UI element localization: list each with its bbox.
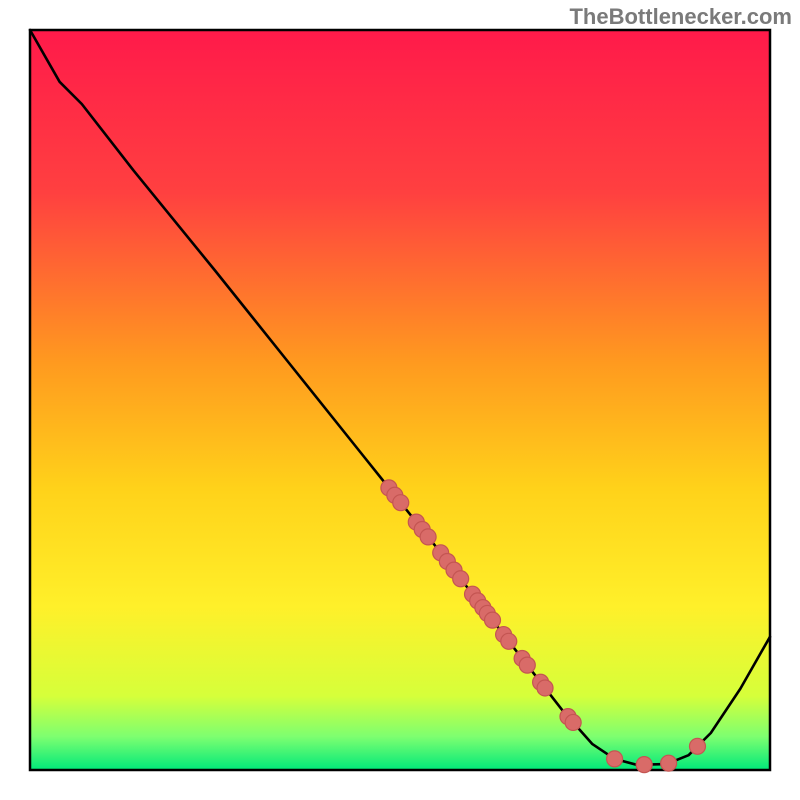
bottleneck-curve-chart bbox=[0, 0, 800, 800]
curve-marker bbox=[607, 751, 623, 767]
curve-marker bbox=[453, 571, 469, 587]
curve-marker bbox=[420, 529, 436, 545]
plot-background bbox=[30, 30, 770, 770]
curve-marker bbox=[661, 755, 677, 771]
curve-marker bbox=[501, 633, 517, 649]
curve-marker bbox=[537, 680, 553, 696]
curve-marker bbox=[636, 757, 652, 773]
chart-container: TheBottlenecker.com bbox=[0, 0, 800, 800]
curve-marker bbox=[519, 657, 535, 673]
curve-marker bbox=[689, 738, 705, 754]
curve-marker bbox=[393, 495, 409, 511]
curve-marker bbox=[565, 714, 581, 730]
curve-marker bbox=[485, 612, 501, 628]
